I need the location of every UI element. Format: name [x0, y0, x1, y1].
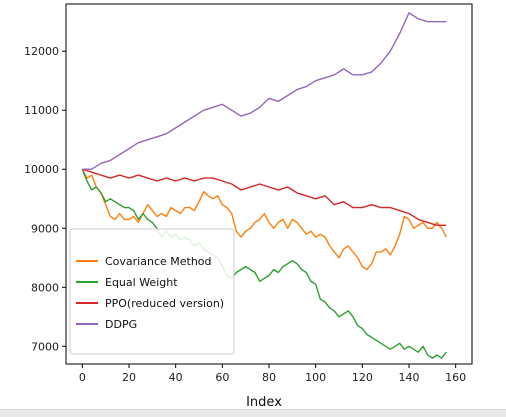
series-line-equal-weight [81, 168, 447, 359]
series-line-ppo-reduced-version [82, 168, 447, 226]
y-tick-label: 9000 [31, 222, 59, 235]
x-tick-label: 100 [305, 371, 326, 384]
x-tick-label: 20 [122, 371, 136, 384]
y-tick-label: 11000 [24, 104, 59, 117]
y-tick-label: 10000 [24, 163, 59, 176]
legend-box [69, 228, 235, 355]
x-tick-label: 80 [262, 371, 276, 384]
series-lines [81, 12, 447, 359]
legend-label: DDPG [105, 318, 137, 331]
x-tick-label: 0 [79, 371, 86, 384]
x-axis-label: Index [246, 395, 282, 410]
x-tick-label: 140 [399, 371, 420, 384]
x-tick-label: 160 [445, 371, 466, 384]
legend-label: Covariance Method [105, 255, 212, 268]
x-tick-label: 40 [169, 371, 183, 384]
series-line-ddpg [82, 12, 447, 170]
bottom-strip [0, 409, 506, 417]
x-tick-label: 120 [352, 371, 373, 384]
y-tick-label: 7000 [31, 340, 59, 353]
legend: Covariance Method Equal Weight PPO(reduced… [69, 228, 235, 355]
x-tick-label: 60 [215, 371, 229, 384]
y-tick-label: 8000 [31, 281, 59, 294]
legend-label: PPO(reduced version) [105, 297, 224, 310]
legend-label: Equal Weight [105, 276, 178, 289]
y-tick-label: 12000 [24, 45, 59, 58]
y-axis-ticks: 7000 8000 9000 10000 11000 12000 [24, 45, 66, 353]
x-axis-ticks: 0 20 40 60 80 100 120 140 160 [79, 364, 466, 384]
